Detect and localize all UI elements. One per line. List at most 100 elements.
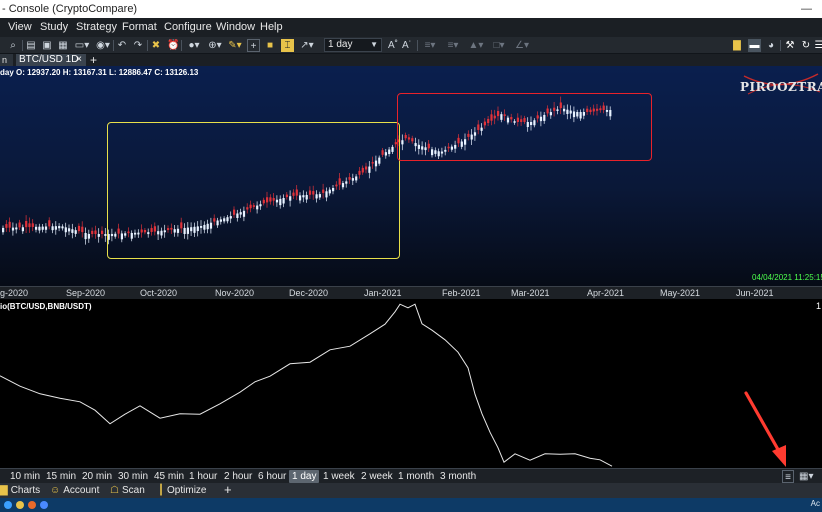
fill-icon[interactable]: ≡▾ bbox=[447, 40, 459, 51]
close-icon[interactable]: × bbox=[76, 54, 82, 65]
timeframe-3month[interactable]: 3 month bbox=[440, 471, 477, 482]
candle-body bbox=[5, 224, 8, 228]
menu-strategy[interactable]: Strategy bbox=[76, 21, 117, 33]
candlestick-chart[interactable] bbox=[0, 66, 822, 286]
timeframe-bar: 10 min 15 min 20 min 30 min 45 min 1 hou… bbox=[0, 468, 822, 483]
candle-body bbox=[206, 223, 209, 230]
taskbar-app-icon[interactable] bbox=[4, 501, 12, 509]
timeframe-2hour[interactable]: 2 hour bbox=[224, 471, 253, 482]
add-page-button[interactable]: + bbox=[224, 482, 232, 497]
zoom-icon[interactable]: ⌕ bbox=[10, 40, 16, 51]
candle-body bbox=[97, 234, 100, 237]
ratio-line-chart[interactable] bbox=[0, 299, 822, 468]
candle-body bbox=[365, 166, 368, 170]
timeframe-20min[interactable]: 20 min bbox=[82, 471, 113, 482]
color-wheel-icon[interactable]: ◕ bbox=[767, 40, 775, 51]
bar-chart-icon[interactable]: ▇ bbox=[733, 40, 741, 51]
candle-body bbox=[407, 137, 411, 140]
print-icon[interactable]: ▣ bbox=[42, 40, 52, 51]
charts-button[interactable]: ▇ Charts bbox=[0, 484, 40, 497]
timeframe-1hour[interactable]: 1 hour bbox=[189, 471, 218, 482]
date-tick-label: Jan-2021 bbox=[364, 288, 402, 298]
scan-icon: ☖ bbox=[110, 485, 119, 496]
new-icon[interactable]: ▤ bbox=[26, 40, 36, 51]
menu-study[interactable]: Study bbox=[40, 21, 69, 33]
candle-body bbox=[219, 219, 222, 222]
redo-icon[interactable]: ↷ bbox=[133, 40, 143, 51]
account-button[interactable]: ☺ Account bbox=[50, 484, 99, 497]
candle-body bbox=[464, 139, 467, 145]
candle-body bbox=[312, 191, 315, 195]
candle-body bbox=[249, 204, 252, 209]
charts-label: Charts bbox=[10, 485, 41, 496]
refresh-icon[interactable]: ↻ bbox=[801, 40, 811, 51]
tab-btc-usd-1d[interactable]: BTC/USD 1D × bbox=[16, 54, 86, 66]
candle-body bbox=[246, 207, 249, 210]
color-icon[interactable]: ▲▾ bbox=[468, 40, 484, 51]
timeframe-45min[interactable]: 45 min bbox=[154, 471, 185, 482]
font-increase-icon[interactable]: A˚ bbox=[388, 40, 398, 51]
candle-body bbox=[110, 233, 114, 237]
candle-body bbox=[266, 197, 269, 203]
window-title: - Console (CryptoCompare) bbox=[2, 3, 138, 15]
candle-body bbox=[282, 198, 285, 204]
menu-view[interactable]: View bbox=[8, 21, 32, 33]
menu-configure[interactable]: Configure bbox=[164, 21, 212, 33]
panel-settings-icon[interactable]: ▦▾ bbox=[799, 471, 814, 482]
candle-body bbox=[130, 232, 133, 239]
font-decrease-icon[interactable]: A˙ bbox=[402, 40, 412, 51]
tab-previous[interactable]: n bbox=[0, 54, 13, 66]
timeframe-10min[interactable]: 10 min bbox=[10, 471, 41, 482]
timeframe-1month[interactable]: 1 month bbox=[398, 471, 435, 482]
timeframe-2week[interactable]: 2 week bbox=[361, 471, 393, 482]
add-icon[interactable]: + bbox=[247, 39, 260, 52]
layout-list-icon[interactable]: ≡ bbox=[782, 470, 794, 483]
taskbar-app-icon[interactable] bbox=[16, 501, 24, 509]
bar-style-icon[interactable]: ■ bbox=[266, 40, 274, 51]
candle-body bbox=[384, 152, 387, 156]
candle-body bbox=[252, 205, 255, 207]
chart-type-icon[interactable]: ∠▾ bbox=[515, 40, 529, 51]
menu-icon[interactable]: ☰ bbox=[814, 40, 822, 51]
timeframe-1week[interactable]: 1 week bbox=[323, 471, 355, 482]
chat-icon[interactable]: ▬ bbox=[748, 39, 761, 52]
candle-body bbox=[160, 230, 163, 236]
zoom-in-icon[interactable]: ⊕▾ bbox=[208, 40, 222, 51]
candle-body bbox=[18, 222, 21, 228]
price-chart-panel[interactable]: day O: 12937.20 H: 13167.31 L: 12886.47 … bbox=[0, 66, 822, 286]
taskbar-app-icon[interactable] bbox=[40, 501, 48, 509]
cursor-icon[interactable]: ●▾ bbox=[188, 40, 200, 51]
template-icon[interactable]: ⌶ bbox=[281, 39, 294, 52]
open-folder-icon[interactable]: ▭▾ bbox=[74, 40, 90, 51]
alarm-icon[interactable]: ⏰ bbox=[167, 40, 180, 51]
os-taskbar: Ac bbox=[0, 498, 822, 512]
camera-icon[interactable]: ◉▾ bbox=[96, 40, 110, 51]
taskbar-app-icon[interactable] bbox=[28, 501, 36, 509]
settings-icon[interactable]: ⚒ bbox=[785, 40, 795, 51]
crosshair-icon[interactable]: ✖ bbox=[151, 40, 161, 51]
timeframe-15min[interactable]: 15 min bbox=[46, 471, 77, 482]
indicator-panel[interactable]: io(BTC/USD,BNB/USDT) 1 bbox=[0, 299, 822, 468]
timeframe-1day[interactable]: 1 day bbox=[289, 470, 320, 483]
open-icon[interactable]: ▦ bbox=[58, 40, 68, 51]
timeframe-30min[interactable]: 30 min bbox=[118, 471, 149, 482]
menu-help[interactable]: Help bbox=[260, 21, 283, 33]
draw-icon[interactable]: ✎▾ bbox=[228, 40, 242, 51]
candle-body bbox=[374, 160, 378, 167]
scan-button[interactable]: ☖ Scan bbox=[110, 484, 145, 497]
menu-window[interactable]: Window bbox=[216, 21, 256, 33]
minimize-button[interactable]: — bbox=[801, 3, 812, 15]
candle-body bbox=[450, 146, 453, 150]
link-icon[interactable]: ↗▾ bbox=[300, 40, 314, 51]
undo-icon[interactable]: ↶ bbox=[117, 40, 127, 51]
add-tab-button[interactable]: + bbox=[90, 53, 98, 67]
candle-body bbox=[563, 108, 566, 112]
candle-body bbox=[325, 191, 328, 198]
timeframe-select[interactable]: 1 day ▼ bbox=[324, 38, 382, 52]
timeframe-6hour[interactable]: 6 hour bbox=[258, 471, 287, 482]
annotation-arrow-icon bbox=[744, 391, 786, 467]
line-style-icon[interactable]: ≡▾ bbox=[424, 40, 436, 51]
menu-format[interactable]: Format bbox=[122, 21, 157, 33]
bar-color-icon[interactable]: □▾ bbox=[493, 40, 505, 51]
optimize-button[interactable]: ┃ Optimize bbox=[158, 484, 206, 497]
